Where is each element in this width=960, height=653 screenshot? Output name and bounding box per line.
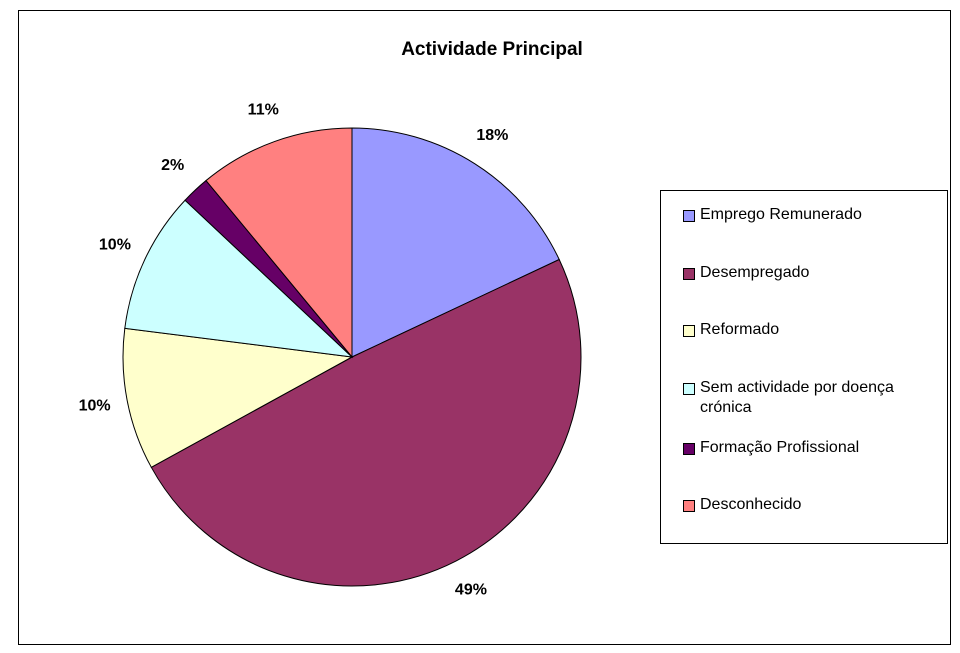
legend-swatch bbox=[683, 500, 695, 513]
legend-swatch bbox=[683, 210, 695, 222]
legend-swatch bbox=[683, 442, 695, 455]
legend-swatch bbox=[683, 267, 695, 280]
pie-slice bbox=[351, 127, 560, 358]
data-label: 11% bbox=[248, 102, 279, 119]
legend-entry: Sem actividade por doença crónica bbox=[683, 378, 938, 418]
legend-swatch bbox=[683, 382, 695, 395]
chart-title: Actividade Principal bbox=[401, 39, 583, 60]
data-label: 2% bbox=[161, 157, 184, 174]
data-label: 49% bbox=[455, 582, 487, 599]
legend-entry: Emprego Remunerado bbox=[683, 205, 938, 225]
pie-slice bbox=[205, 127, 353, 359]
legend-entry: Formação Profissional bbox=[683, 438, 938, 458]
legend-swatch bbox=[683, 325, 695, 337]
data-label: 18% bbox=[476, 127, 508, 144]
legend-label: Desempregado bbox=[700, 263, 810, 281]
legend-label: Formação Profissional bbox=[700, 438, 860, 456]
legend-label: Sem actividade por doença crónica bbox=[700, 378, 894, 416]
legend-label: Reformado bbox=[700, 321, 780, 338]
pie-slice bbox=[122, 327, 354, 469]
legend-label: Emprego Remunerado bbox=[700, 206, 862, 223]
legend: Emprego Remunerado Desempregado Reformado S… bbox=[660, 190, 948, 544]
legend-label: Desconhecido bbox=[700, 496, 802, 514]
data-label: 10% bbox=[99, 237, 131, 254]
data-label: 10% bbox=[79, 397, 111, 414]
pie-slice bbox=[150, 258, 582, 587]
legend-entry: Desempregado bbox=[683, 263, 938, 283]
legend-entry: Desconhecido bbox=[683, 495, 938, 515]
legend-entry: Reformado bbox=[683, 320, 938, 340]
pie-slice bbox=[124, 199, 354, 358]
